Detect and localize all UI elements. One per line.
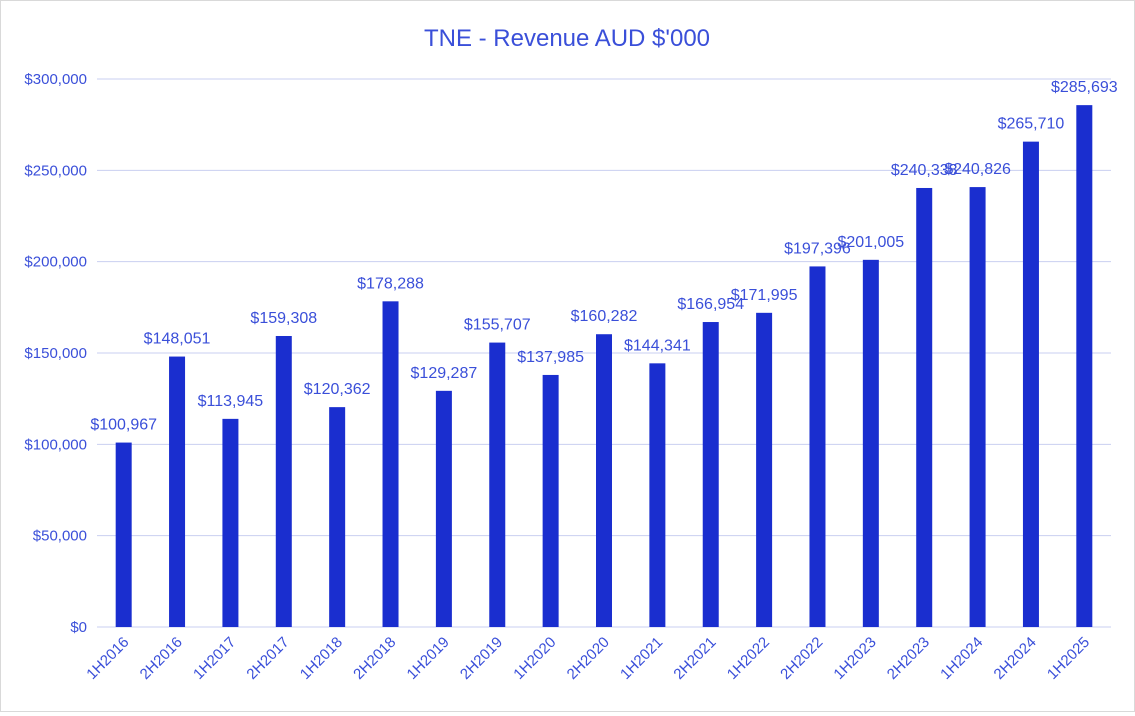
x-tick-label: 2H2022 (777, 634, 826, 683)
bar-2H2020 (596, 334, 612, 627)
bar-2H2022 (809, 266, 826, 627)
data-labels: $100,967 $148,051 $113,945 $159,308 $120,362… (90, 79, 1117, 433)
chart-title: TNE - Revenue AUD $'000 (424, 25, 710, 52)
data-label: $144,341 (624, 337, 691, 354)
bar-2H2018 (382, 301, 399, 627)
data-label: $129,287 (411, 365, 478, 382)
x-tick-label: 1H2022 (724, 634, 773, 683)
data-label: $148,051 (144, 331, 211, 348)
bar-1H2020 (542, 374, 559, 627)
x-tick-label: 2H2023 (884, 634, 933, 683)
y-tick-label: $50,000 (33, 528, 87, 545)
data-label: $120,362 (304, 381, 371, 398)
bar-2H2023 (916, 187, 933, 627)
data-label: $155,707 (464, 317, 531, 334)
data-label: $171,995 (731, 287, 798, 304)
x-tick-label: 1H2025 (1044, 634, 1093, 683)
x-tick-label: 1H2020 (510, 634, 559, 683)
data-label: $285,693 (1051, 79, 1118, 96)
y-axis-tick-labels: $0 $50,000 $100,000 $150,000 $200,000 $250,00… (24, 71, 87, 636)
bar-1H2019 (435, 390, 452, 627)
data-label: $159,308 (250, 310, 317, 327)
x-tick-label: 2H2021 (670, 634, 719, 683)
bar-1H2021 (649, 363, 666, 627)
x-tick-label: 2H2024 (991, 634, 1040, 683)
y-tick-label: $250,000 (24, 162, 87, 179)
y-tick-label: $200,000 (24, 254, 87, 271)
x-tick-label: 1H2024 (937, 634, 986, 683)
data-label: $166,954 (677, 296, 744, 313)
bar-1H2018 (329, 407, 346, 627)
bar-2H2016 (169, 356, 186, 627)
data-label: $113,945 (198, 393, 264, 410)
x-tick-label: 1H2016 (83, 634, 132, 683)
bar-1H2024 (969, 187, 986, 627)
data-label: $160,282 (571, 308, 638, 325)
data-label: $197,396 (784, 240, 851, 257)
x-tick-label: 1H2018 (297, 634, 346, 683)
bar-2H2019 (489, 342, 506, 627)
y-tick-label: $150,000 (24, 345, 87, 362)
bars (115, 105, 1093, 628)
data-label: $100,967 (90, 417, 157, 434)
x-tick-label: 1H2023 (830, 634, 879, 683)
x-tick-label: 2H2017 (243, 634, 292, 683)
x-tick-label: 1H2019 (404, 634, 453, 683)
x-tick-label: 1H2021 (617, 634, 666, 683)
bar-2H2017 (275, 335, 292, 627)
data-label: $178,288 (357, 275, 424, 292)
data-label: $240,826 (944, 161, 1011, 178)
x-axis-tick-labels: 1H2016 2H2016 1H2017 2H2017 1H2018 2H2018 1H20… (83, 634, 1093, 683)
bar-2H2021 (702, 322, 719, 627)
y-tick-label: $100,000 (24, 436, 87, 453)
data-label: $201,005 (837, 234, 904, 251)
data-label: $265,710 (998, 116, 1065, 133)
x-tick-label: 1H2017 (190, 634, 239, 683)
bar-1H2023 (862, 259, 879, 627)
y-tick-label: $300,000 (24, 71, 87, 88)
bar-1H2016 (115, 442, 132, 627)
x-tick-label: 2H2019 (457, 634, 506, 683)
y-tick-label: $0 (70, 619, 87, 636)
bar-1H2025 (1076, 105, 1093, 628)
x-tick-label: 2H2020 (564, 634, 613, 683)
x-tick-label: 2H2018 (350, 634, 399, 683)
bar-1H2017 (222, 418, 239, 627)
bar-2H2024 (1022, 141, 1039, 627)
x-tick-label: 2H2016 (137, 634, 186, 683)
data-label: $137,985 (517, 349, 584, 366)
data-label: $240,338 (891, 162, 958, 179)
bar-1H2022 (756, 312, 773, 627)
